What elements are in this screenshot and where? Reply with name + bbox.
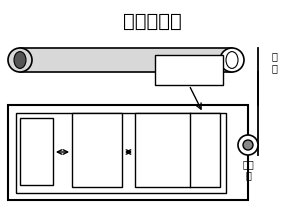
FancyBboxPatch shape xyxy=(20,118,53,185)
Text: 天
线: 天 线 xyxy=(33,141,40,162)
Text: 射
频
模
块: 射 频 模 块 xyxy=(94,128,100,172)
Text: 存储电缆、
光缆信息: 存储电缆、 光缆信息 xyxy=(176,60,202,80)
FancyBboxPatch shape xyxy=(135,113,220,187)
Ellipse shape xyxy=(8,48,32,72)
Ellipse shape xyxy=(14,52,26,68)
FancyBboxPatch shape xyxy=(72,113,122,187)
FancyBboxPatch shape xyxy=(16,113,226,193)
Circle shape xyxy=(243,140,253,150)
Circle shape xyxy=(238,135,258,155)
Text: 电缆、光缆: 电缆、光缆 xyxy=(123,12,181,31)
Text: 存
储
器: 存 储 器 xyxy=(202,133,208,167)
FancyBboxPatch shape xyxy=(20,48,232,72)
Text: 扎
带: 扎 带 xyxy=(272,51,278,73)
Ellipse shape xyxy=(226,52,238,68)
Text: 固定
孔: 固定 孔 xyxy=(242,159,254,181)
FancyBboxPatch shape xyxy=(155,55,223,85)
Text: 控
制
模
块: 控 制 模 块 xyxy=(159,128,166,172)
Ellipse shape xyxy=(220,48,244,72)
FancyBboxPatch shape xyxy=(8,105,248,200)
